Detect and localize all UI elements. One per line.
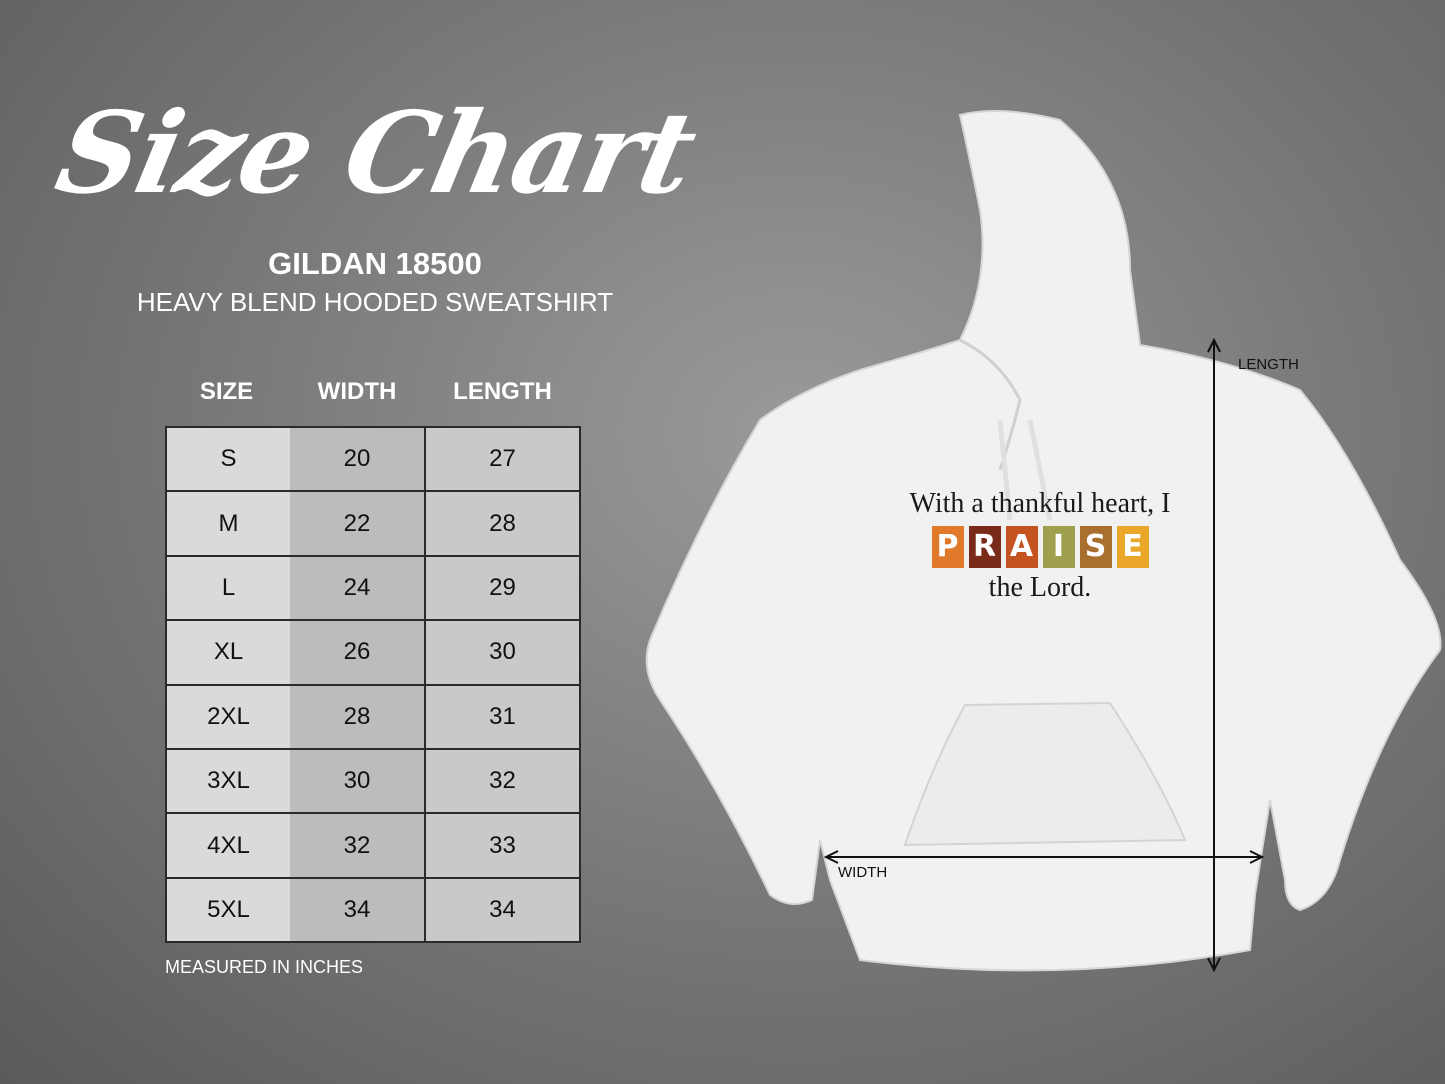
- praise-letter-block: I: [1042, 526, 1075, 568]
- praise-letter-block: R: [968, 526, 1001, 568]
- header-size: SIZE: [199, 378, 254, 405]
- cell-length: 28: [424, 490, 581, 557]
- cell-length: 30: [424, 619, 581, 686]
- table-row: L 24 29: [165, 554, 581, 622]
- length-label: LENGTH: [1238, 356, 1299, 373]
- cell-width: 24: [290, 554, 426, 622]
- cell-size: 5XL: [165, 876, 290, 944]
- cell-length: 31: [424, 683, 581, 750]
- cell-length: 34: [424, 876, 581, 944]
- cell-width: 32: [290, 812, 426, 879]
- cell-length: 27: [424, 425, 581, 493]
- cell-size: S: [165, 425, 290, 493]
- cell-width: 26: [290, 619, 426, 686]
- table-row: 4XL 32 33: [165, 812, 581, 879]
- print-line-1: With a thankful heart, I: [909, 488, 1171, 519]
- praise-letter-block: P: [931, 526, 964, 568]
- praise-letter-block: E: [1116, 526, 1149, 568]
- praise-letter-block: S: [1079, 526, 1112, 568]
- print-line-3: the Lord.: [988, 572, 1092, 603]
- cell-width: 28: [290, 683, 426, 750]
- model-name: GILDAN 18500: [268, 246, 482, 281]
- header-width: WIDTH: [317, 378, 397, 405]
- cell-width: 34: [290, 876, 426, 944]
- cell-size: 4XL: [165, 812, 290, 879]
- cell-size: 3XL: [165, 747, 290, 815]
- cell-size: L: [165, 554, 290, 622]
- hoodie-pocket: [903, 701, 1187, 847]
- header-length: LENGTH: [453, 378, 552, 405]
- cell-length: 33: [424, 812, 581, 879]
- cell-width: 22: [290, 490, 426, 557]
- table-row: 3XL 30 32: [165, 747, 581, 815]
- cell-size: 2XL: [165, 683, 290, 750]
- cell-width: 20: [290, 425, 426, 493]
- measurement-note: MEASURED IN INCHES: [165, 957, 364, 977]
- praise-letter-block: A: [1005, 526, 1038, 568]
- table-row: 2XL 28 31: [165, 683, 581, 750]
- size-table: S 20 27 M 22 28 L 24 29 XL 26 30 2XL 28 31 3XL 30 32 4XL 32…: [165, 425, 581, 944]
- width-label: WIDTH: [838, 864, 888, 881]
- cell-width: 30: [290, 747, 426, 815]
- table-row: M 22 28: [165, 490, 581, 557]
- cell-length: 29: [424, 554, 581, 622]
- table-row: 5XL 34 34: [165, 876, 581, 944]
- cell-size: M: [165, 490, 290, 557]
- product-subtitle: HEAVY BLEND HOODED SWEATSHIRT: [136, 287, 614, 317]
- table-row: XL 26 30: [165, 619, 581, 686]
- cell-length: 32: [424, 747, 581, 815]
- cell-size: XL: [165, 619, 290, 686]
- table-row: S 20 27: [165, 425, 581, 493]
